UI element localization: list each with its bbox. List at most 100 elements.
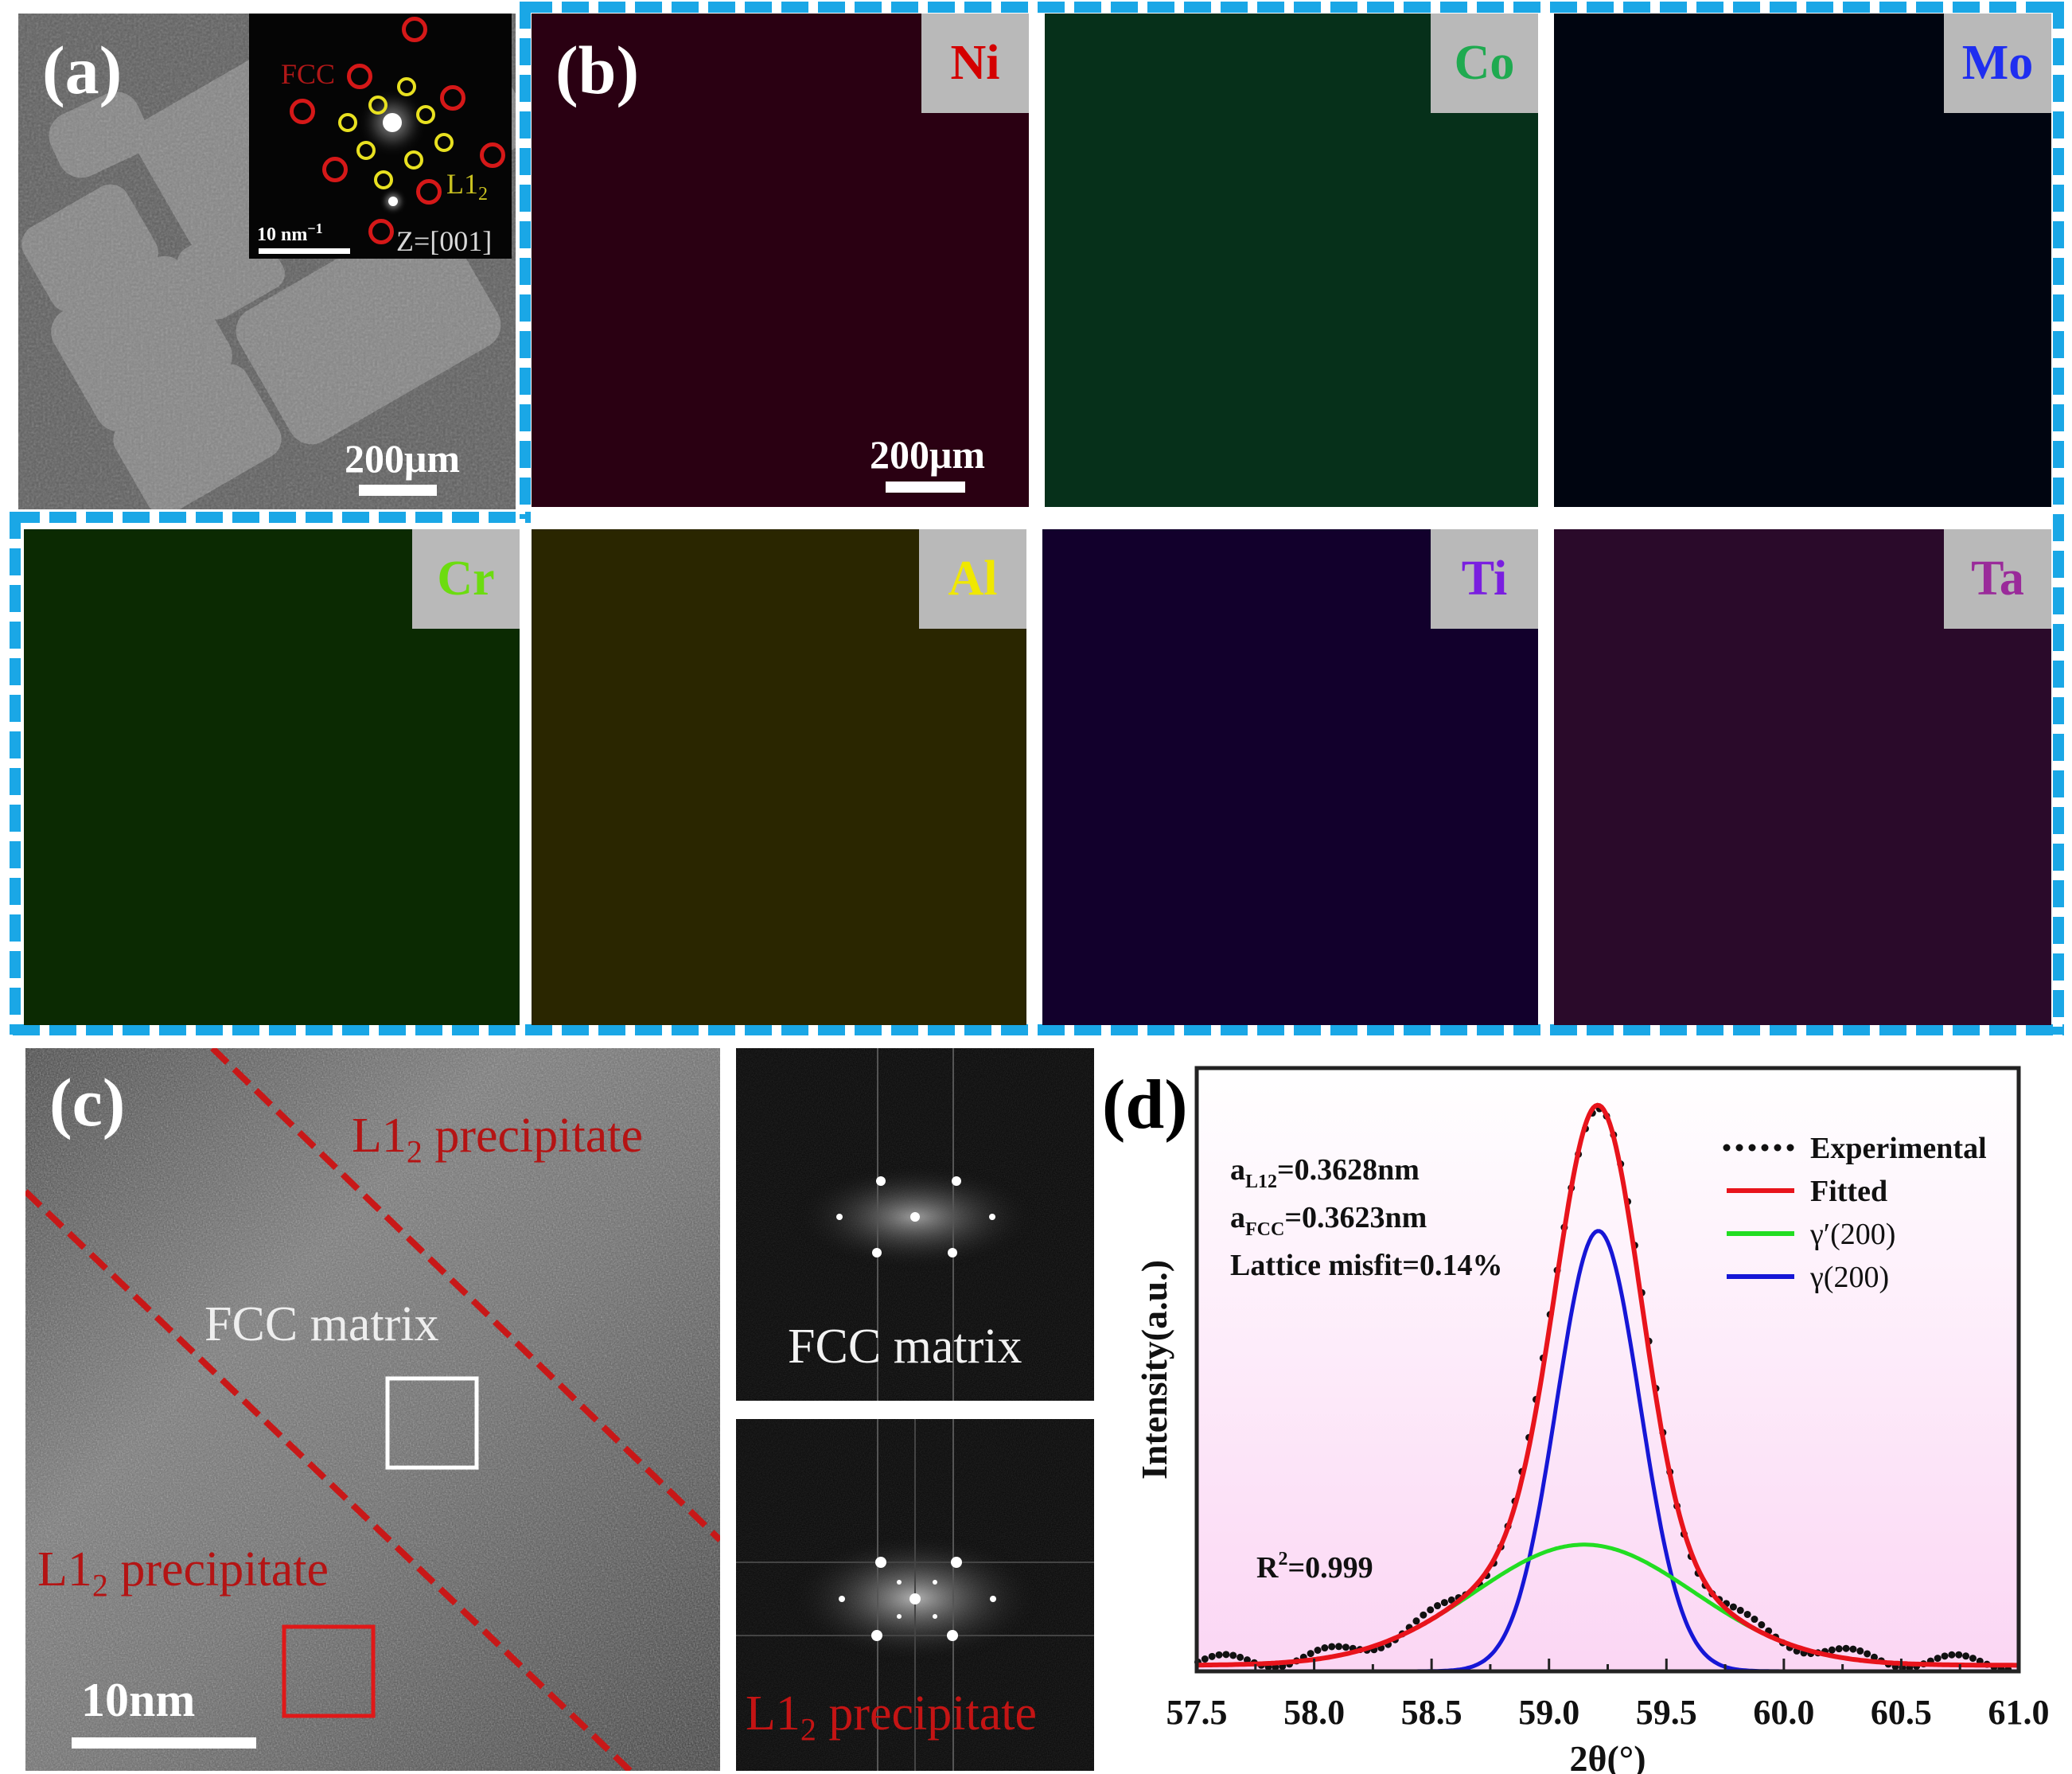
x-tick-label: 59.5 (1636, 1693, 1697, 1732)
inset-scale-bar (259, 248, 350, 254)
central-spot (383, 113, 402, 132)
experimental-point (1447, 1596, 1455, 1604)
fft-pattern-fcc (736, 1048, 1094, 1401)
experimental-point (1856, 1647, 1864, 1655)
element-label-ta: Ta (1944, 529, 2051, 629)
fft-pattern-l12 (736, 1419, 1094, 1771)
panel-c-hrtem-image: (c) L12 precipitate FCC matrix L12 preci… (25, 1048, 720, 1771)
experimental-point (1321, 1644, 1329, 1652)
x-tick-label: 60.5 (1871, 1693, 1932, 1732)
lattice-param-fcc: aFCC=0.3623nm (1230, 1201, 1427, 1240)
legend-marker-experimental (1748, 1144, 1756, 1152)
experimental-point (1842, 1644, 1850, 1652)
experimental-point (1835, 1645, 1843, 1653)
x-tick-label: 58.5 (1401, 1693, 1462, 1732)
experimental-point (1948, 1651, 1956, 1659)
legend-marker-experimental (1723, 1144, 1731, 1152)
l12-ring (416, 105, 435, 124)
x-tick-label: 61.0 (1988, 1693, 2050, 1732)
l12-selection-box (282, 1624, 376, 1718)
experimental-point (1335, 1643, 1343, 1651)
hrtem-micrograph (25, 1048, 720, 1771)
legend-label: γ(200) (1809, 1261, 1889, 1294)
experimental-point (1307, 1650, 1314, 1658)
l12-ring (404, 150, 423, 170)
element-label-ti: Ti (1431, 529, 1538, 629)
experimental-point (1427, 1606, 1435, 1614)
legend-marker-experimental (1735, 1144, 1743, 1152)
element-label-cr: Cr (412, 529, 520, 629)
x-tick-label: 57.5 (1166, 1693, 1228, 1732)
legend-marker-experimental (1774, 1144, 1782, 1152)
experimental-point (1934, 1655, 1942, 1663)
eds-map-ni: Ni (b) 200μm (532, 14, 1029, 507)
experimental-point (1729, 1603, 1737, 1611)
experimental-point (1849, 1645, 1857, 1653)
panel-a-tem-image: (a) FCC L12 10 nm−1 Z=[001] 200μm (18, 14, 516, 509)
fcc-label: FCC (281, 58, 336, 90)
y-axis-label: Intensity(a.u.) (1134, 1260, 1174, 1480)
fcc-matrix-label: FCC matrix (204, 1297, 439, 1351)
panel-a-scale-bar (359, 485, 437, 496)
experimental-point (1208, 1652, 1216, 1660)
frame-dash-right (2053, 2, 2064, 1035)
experimental-point (1328, 1643, 1336, 1651)
panel-b-scale-bar (886, 482, 965, 493)
experimental-point (1955, 1651, 1963, 1659)
l12-label-text: L1 (446, 168, 478, 200)
experimental-point (1412, 1617, 1420, 1625)
frame-dash-inner-left (520, 2, 531, 519)
experimental-point (1243, 1656, 1251, 1664)
experimental-point (1314, 1647, 1322, 1654)
element-label-al: Al (919, 529, 1026, 629)
l12-ring (374, 170, 393, 189)
series-fitted (1197, 1102, 2019, 1668)
panel-c-label: (c) (49, 1064, 126, 1140)
experimental-point (1215, 1651, 1223, 1659)
precipitate-label-bottom: L12 precipitate (37, 1542, 329, 1604)
fcc-ring (440, 85, 465, 111)
l12-ring (356, 141, 376, 160)
x-tick-label: 60.0 (1753, 1693, 1814, 1732)
panel-d-label: (d) (1102, 1066, 1188, 1144)
fft-fcc-matrix: FCC matrix (736, 1048, 1094, 1401)
experimental-point (1751, 1616, 1758, 1624)
fft-l12-precipitate: L12 precipitate (736, 1419, 1094, 1771)
experimental-point (1440, 1599, 1448, 1607)
inset-scale-sup: −1 (307, 220, 323, 236)
frame-dash-top (525, 2, 2061, 13)
fft-fcc-label: FCC matrix (788, 1320, 1022, 1374)
fcc-ring (402, 17, 427, 42)
fcc-ring (290, 99, 315, 124)
panel-c-scale-bar (72, 1737, 256, 1749)
l12-label: L12 (446, 167, 488, 205)
x-tick-label: 58.0 (1283, 1693, 1345, 1732)
eds-map-al: Al (532, 529, 1026, 1025)
experimental-point (1864, 1650, 1871, 1658)
experimental-point (1434, 1602, 1442, 1610)
fcc-ring (322, 157, 348, 182)
panel-c-scale-text: 10nm (81, 1674, 196, 1726)
fcc-selection-box (385, 1376, 479, 1470)
x-tick-label: 59.0 (1518, 1693, 1579, 1732)
experimental-point (1222, 1651, 1230, 1659)
experimental-point (1758, 1621, 1766, 1629)
panel-b-scale-text: 200μm (870, 432, 985, 477)
inset-scale-text: 10 nm−1 (257, 220, 323, 246)
legend-label: Fitted (1810, 1175, 1887, 1208)
eds-map-mo: Mo (1554, 14, 2051, 507)
experimental-point (1229, 1651, 1237, 1659)
l12-label-sub: 2 (478, 184, 488, 205)
eds-map-ti: Ti (1042, 529, 1538, 1025)
experimental-point (1237, 1653, 1244, 1661)
inset-scale-value: 10 nm (257, 224, 308, 245)
fcc-ring (480, 142, 505, 168)
fcc-ring (347, 64, 372, 89)
experimental-point (1941, 1652, 1949, 1660)
frame-dash-bottom (13, 1024, 2064, 1035)
experimental-point (1736, 1606, 1744, 1614)
lattice-param-l12: aL12=0.3628nm (1230, 1153, 1420, 1192)
eds-map-co: Co (1045, 14, 1538, 507)
experimental-point (1743, 1610, 1751, 1618)
l12-ring (434, 133, 454, 152)
